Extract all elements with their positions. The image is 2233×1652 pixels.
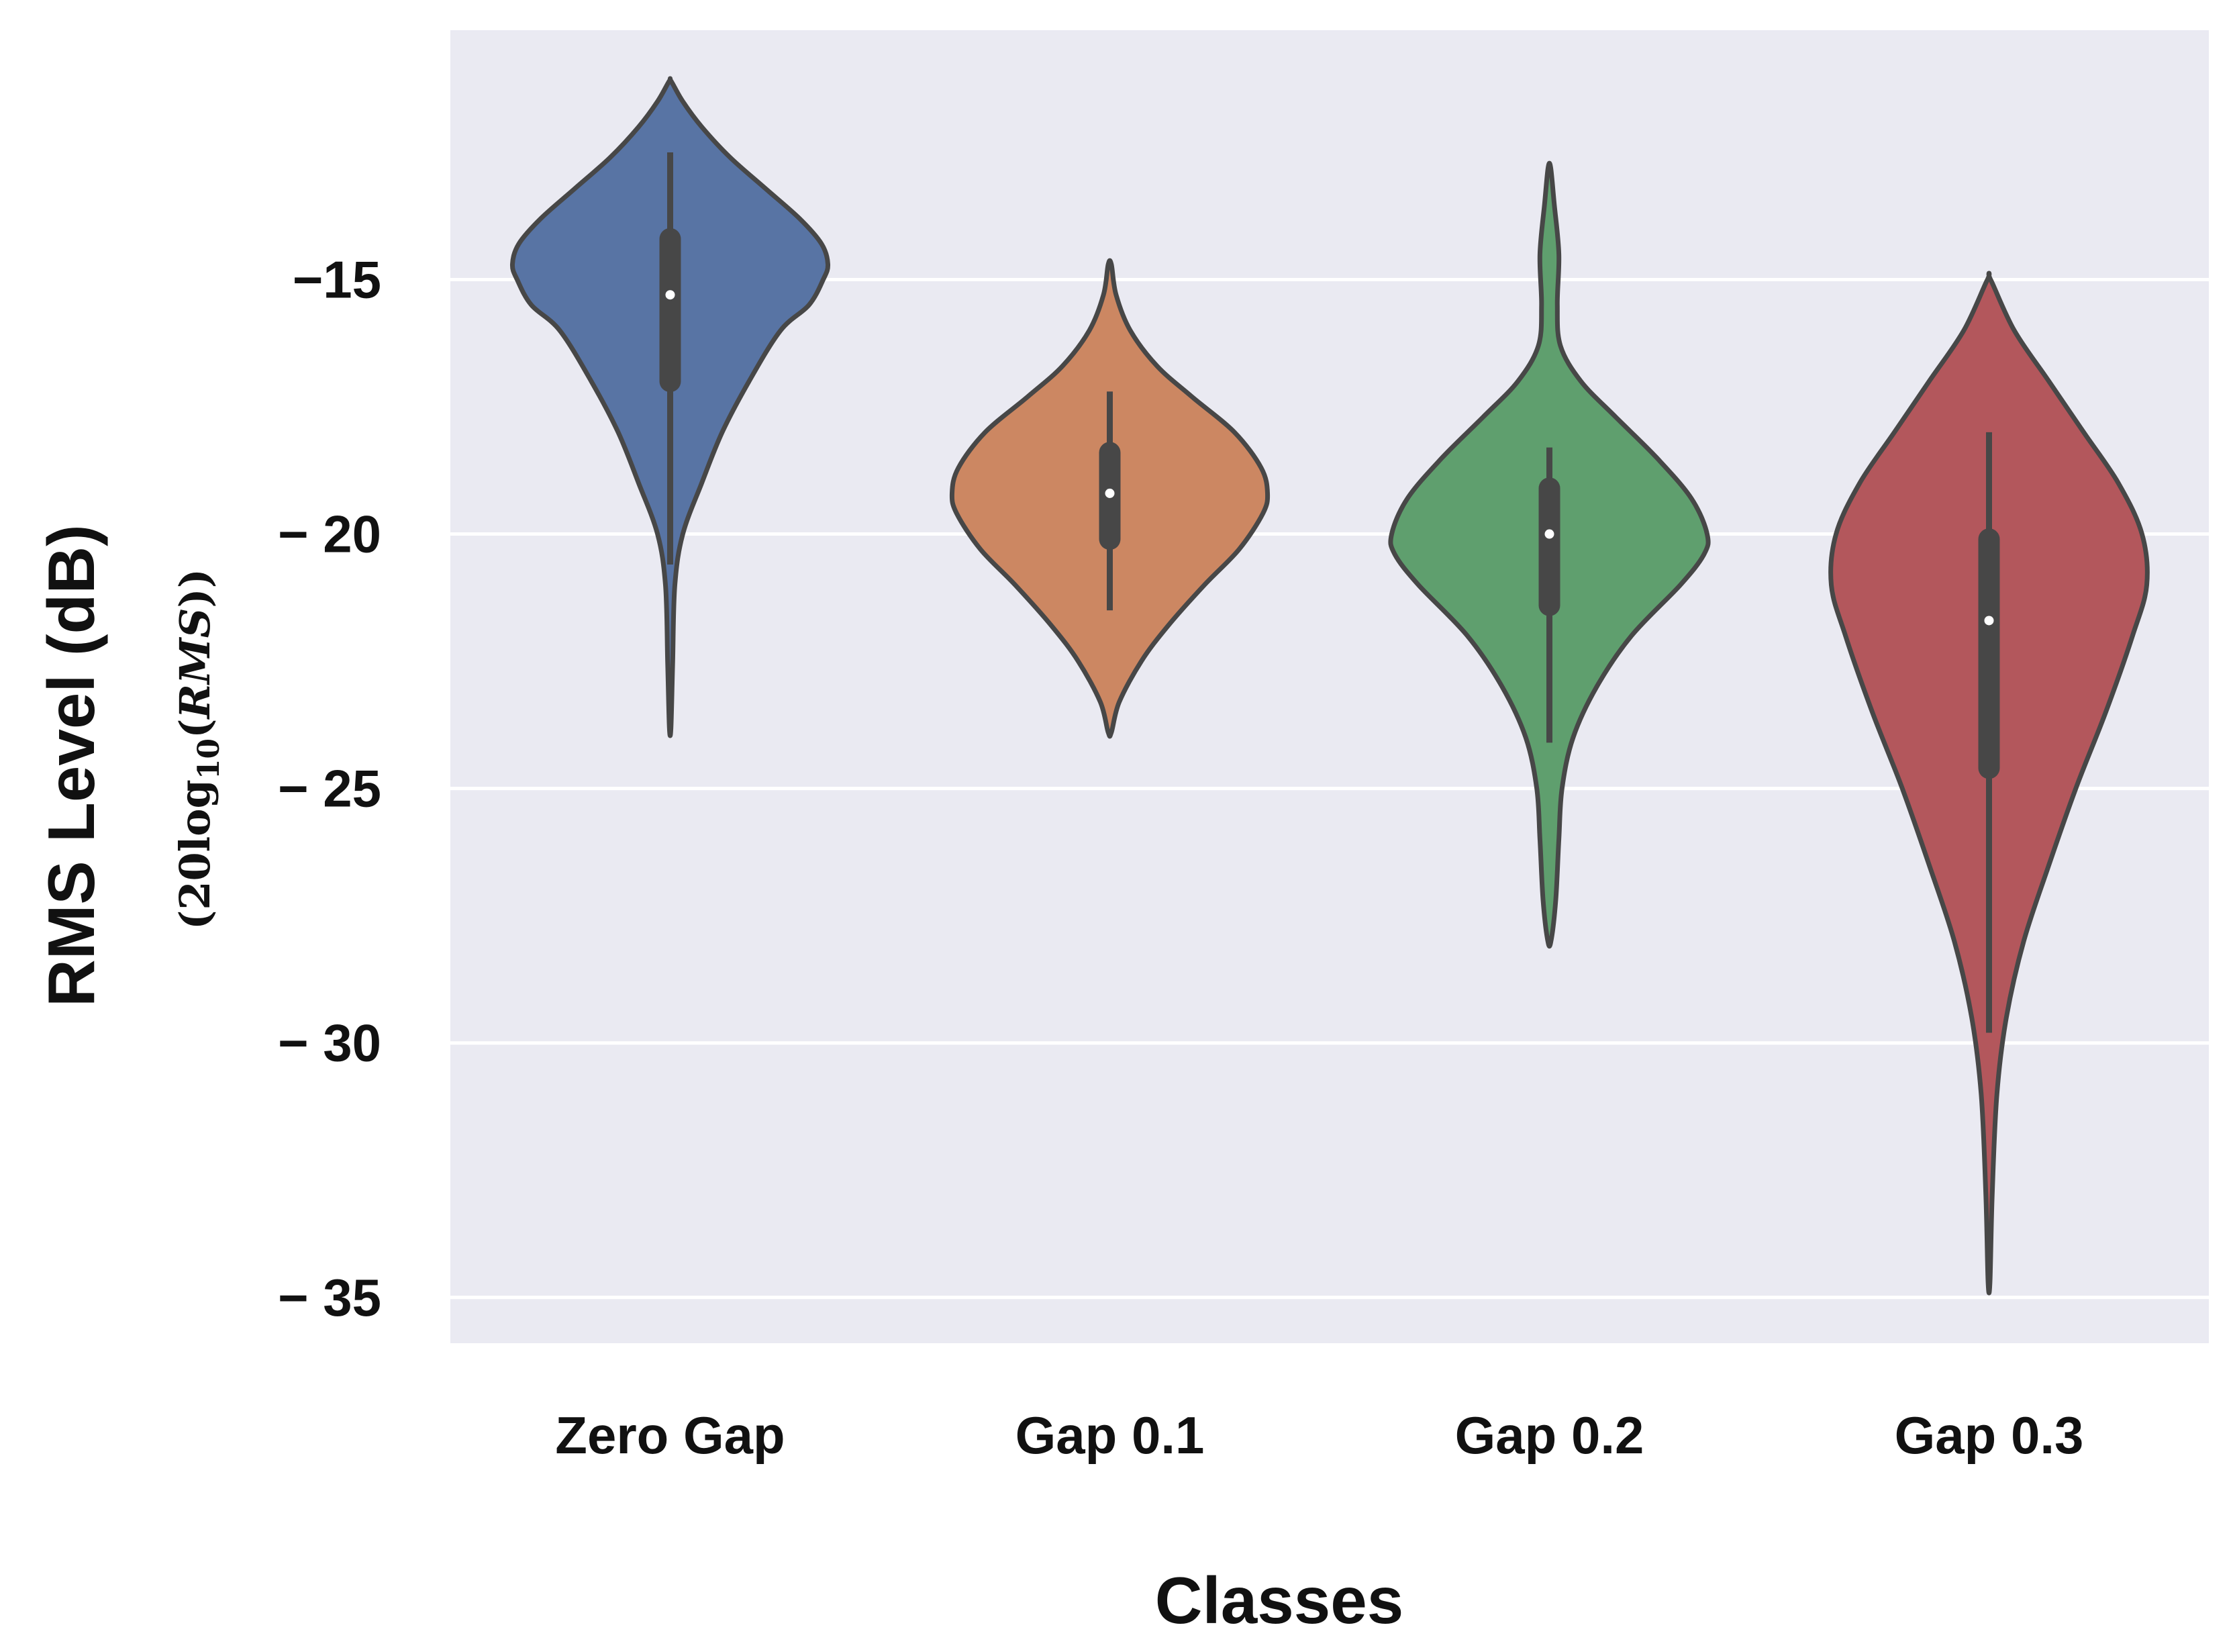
y-tick-label: − 20 (278, 505, 381, 564)
y-axis-title: RMS Level (dB) (34, 524, 108, 1007)
y-tick-label: −15 (293, 250, 381, 309)
violin-zero-gap (509, 76, 831, 738)
y-sub-arg: RMS (170, 608, 219, 720)
y-sub-prefix: (20 (170, 852, 219, 930)
violin-median (1984, 616, 1994, 626)
x-tick-label: Gap 0.1 (1015, 1406, 1205, 1465)
y-sub-log: log (170, 779, 219, 852)
violins (509, 76, 2150, 1296)
x-tick-label: Gap 0.3 (1895, 1406, 2084, 1465)
x-tick-label: Zero Gap (555, 1406, 785, 1465)
y-tick-label: − 25 (278, 759, 381, 818)
violin-gap-0-3 (1828, 271, 2150, 1296)
y-sub-close: )) (170, 569, 219, 608)
x-axis-title: Classes (1155, 1563, 1404, 1637)
violin-median (665, 290, 675, 300)
violin-median (1544, 529, 1554, 539)
x-tick-labels: Zero Gap Gap 0.1 Gap 0.2 Gap 0.3 (555, 1406, 2083, 1465)
violin-gap-0-1 (949, 258, 1271, 739)
x-tick-label: Gap 0.2 (1455, 1406, 1644, 1465)
y-axis-subtitle: (20log10(RMS)) (170, 569, 226, 930)
y-sub-open: ( (170, 719, 219, 738)
violin-gap-0-2 (1388, 160, 1711, 949)
y-tick-label: − 30 (278, 1014, 381, 1073)
y-tick-label: − 35 (278, 1268, 381, 1327)
y-sub-base: 10 (192, 738, 226, 779)
violin-median (1105, 488, 1115, 498)
y-tick-labels: −15 − 20 − 25 − 30 − 35 (278, 250, 381, 1326)
y-axis-subtitle-group: (20log10(RMS)) (170, 569, 226, 930)
y-axis-title-group: RMS Level (dB) (34, 524, 108, 1007)
